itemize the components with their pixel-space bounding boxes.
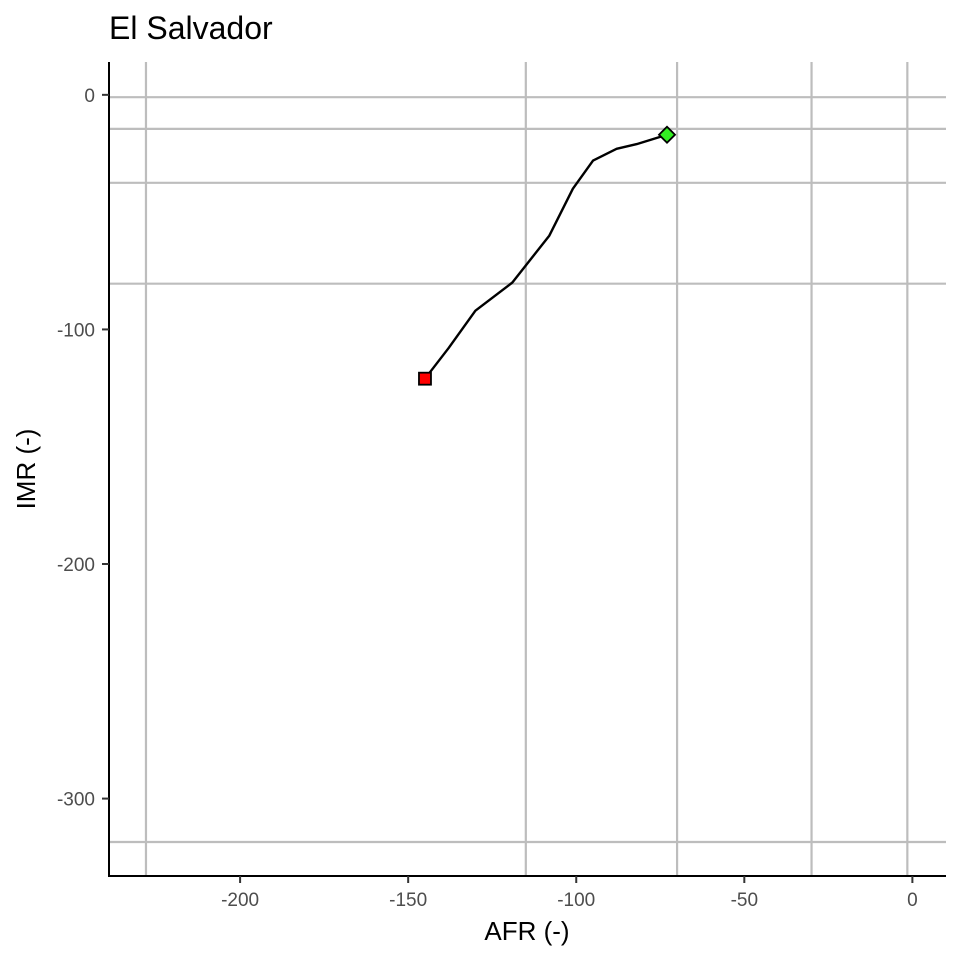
axes — [108, 62, 946, 877]
y-tick-label: -100 — [57, 320, 95, 341]
x-tick-label: -150 — [389, 890, 427, 911]
x-tick-label: -200 — [221, 890, 259, 911]
x-tick-label: 0 — [907, 890, 918, 911]
start-marker — [418, 371, 432, 386]
x-ticks: -200 -150 -100 -50 0 — [221, 876, 918, 911]
y-tick-label: -300 — [57, 790, 95, 811]
chart-title: El Salvador — [109, 10, 273, 46]
y-axis-title: IMR (-) — [11, 429, 41, 510]
end-marker — [657, 125, 677, 144]
series-layer — [418, 125, 677, 386]
y-tick-label: -200 — [57, 555, 95, 576]
x-axis-title: AFR (-) — [484, 916, 569, 946]
reference-lines — [109, 62, 946, 876]
x-tick-label: -50 — [731, 890, 758, 911]
y-ticks: 0 -100 -200 -300 — [57, 86, 109, 811]
y-tick-label: 0 — [84, 86, 95, 107]
x-tick-label: -100 — [557, 890, 595, 911]
trajectory-line — [424, 133, 668, 380]
